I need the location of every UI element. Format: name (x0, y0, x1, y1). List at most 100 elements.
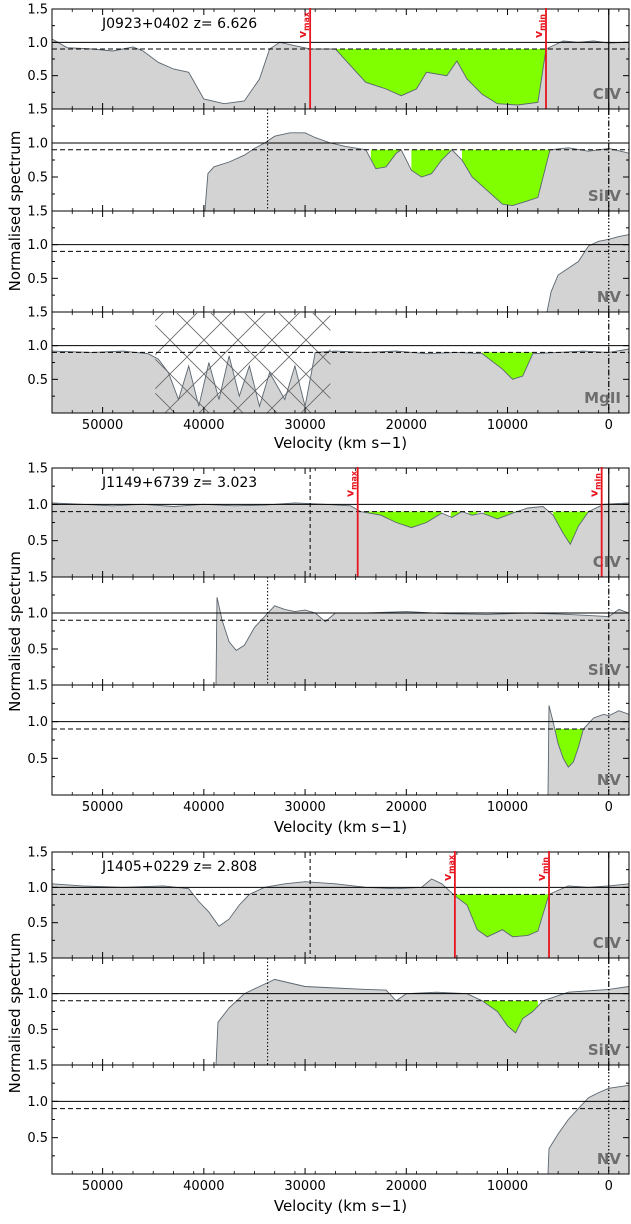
x-tick-label: 50000 (82, 800, 123, 815)
spectrum-fill (52, 878, 629, 958)
ion-label: CIV (593, 934, 622, 952)
bal-trough-1 (411, 149, 452, 177)
panel-frame (51, 684, 630, 796)
spectrum-line (51, 38, 630, 106)
y-tick-label: 0.5 (27, 1131, 48, 1146)
y-tick-label: 0.5 (27, 752, 48, 767)
x-tick-label: 20000 (386, 418, 427, 433)
vmin-label-main: v (588, 489, 601, 497)
y-tick-label: 1.5 (27, 462, 48, 477)
bal-trough-3 (484, 511, 518, 519)
y-tick-label: 1.0 (27, 498, 48, 513)
y-axis-label: Normalised spectrum (6, 551, 24, 712)
ion-label: NV (597, 288, 622, 306)
panel-siiv: 1.5 1.0 0.5 SiIV (27, 103, 630, 212)
y-tick-label: 1.5 (27, 952, 48, 967)
spectrum-fill (52, 349, 629, 413)
panel-siiv: 1.5 1.0 0.5 SiIV (27, 571, 630, 686)
x-axis-label: Velocity (km s−1) (274, 818, 407, 836)
y-tick-label: 0.5 (27, 534, 48, 549)
bal-trough-0 (454, 894, 549, 937)
y-tick-label: 0.5 (27, 171, 48, 186)
vmax-label-sub: max (350, 470, 359, 490)
y-tick-label: 1.5 (27, 3, 48, 18)
y-tick-label: 0.5 (27, 1023, 48, 1038)
vmax-label: vmax (344, 470, 359, 497)
bal-trough-0 (310, 49, 546, 105)
panel-frame (51, 210, 630, 313)
vmin-label-main: v (532, 30, 545, 38)
panel-siiv: 1.5 1.0 0.5 SiIV (27, 952, 630, 1066)
x-tick-label: 30000 (284, 418, 325, 433)
spectrum-line (204, 132, 630, 212)
ion-label: CIV (593, 553, 622, 571)
vmax-label-main: v (344, 489, 357, 497)
spectrum-line (546, 234, 630, 313)
x-tick-label: 30000 (284, 1179, 325, 1194)
x-tick-label: 30000 (284, 800, 325, 815)
x-tick-label: 50000 (82, 1179, 123, 1194)
panel-frame (51, 1064, 630, 1175)
y-tick-label: 1.5 (27, 103, 48, 118)
vmin-label-sub: min (541, 857, 550, 874)
y-tick-label: 1.0 (27, 36, 48, 51)
y-tick-label: 1.0 (27, 881, 48, 896)
bal-trough-2 (462, 149, 550, 206)
y-tick-label: 0.5 (27, 916, 48, 931)
vmin-label: vmin (532, 14, 547, 38)
y-axis-label: Normalised spectrum (6, 131, 24, 292)
spectrum-fill (216, 597, 629, 685)
ion-label: NV (597, 1150, 622, 1168)
y-tick-label: 1.5 (27, 571, 48, 586)
vmax-label-main: v (296, 30, 309, 38)
x-tick-label: 10000 (487, 800, 528, 815)
bal-trough-4 (553, 511, 589, 545)
x-tick-label: 0 (605, 1179, 613, 1194)
object-label: J0923+0402 z= 6.626 (101, 16, 257, 32)
x-tick-label: 0 (605, 800, 613, 815)
y-tick-label: 1.5 (27, 1059, 48, 1074)
y-tick-label: 0.5 (27, 69, 48, 84)
spectrum-line (547, 1084, 630, 1175)
spectrum-line (547, 705, 630, 796)
y-tick-label: 1.5 (27, 205, 48, 220)
x-axis-label: Velocity (km s−1) (274, 1197, 407, 1215)
y-tick-label: 1.0 (27, 987, 48, 1002)
ion-label: SiIV (588, 1041, 622, 1059)
vmax-label: vmax (441, 854, 456, 881)
x-tick-label: 20000 (386, 800, 427, 815)
y-tick-label: 1.0 (27, 1095, 48, 1110)
object-label: J1149+6739 z= 3.023 (101, 475, 257, 491)
y-tick-label: 1.5 (27, 679, 48, 694)
ion-label: SiIV (588, 661, 622, 679)
x-tick-label: 0 (605, 418, 613, 433)
ion-label: MgII (584, 389, 621, 407)
y-axis-label: Normalised spectrum (6, 933, 24, 1094)
bal-trough-0 (370, 149, 402, 169)
y-tick-label: 1.0 (27, 607, 48, 622)
x-tick-label: 20000 (386, 1179, 427, 1194)
panel-nv: 1.5 1.0 0.5 NV 50000 40000 30000 20000 10000 0 (27, 1059, 630, 1194)
y-tick-label: 0.5 (27, 272, 48, 287)
y-tick-label: 1.5 (27, 306, 48, 321)
spectrum-line (51, 878, 630, 938)
y-tick-label: 1.5 (27, 846, 48, 861)
ion-label: CIV (593, 85, 622, 103)
bal-trough-0 (482, 1000, 538, 1033)
y-tick-label: 0.5 (27, 373, 48, 388)
chart-group-2: 1.5 1.0 0.5 CIV J1405+0229 z= 2.808 vmax vmin 1… (6, 846, 630, 1215)
x-tick-label: 10000 (487, 1179, 528, 1194)
y-tick-label: 0.5 (27, 643, 48, 658)
vmax-label-sub: max (302, 11, 311, 31)
ion-label: SiIV (588, 187, 622, 205)
spectrum-line (51, 348, 630, 408)
masked-region-hatch (155, 313, 331, 413)
vmin-label: vmin (588, 473, 603, 497)
object-label: J1405+0229 z= 2.808 (101, 859, 257, 875)
vmin-label: vmin (535, 857, 550, 881)
vmin-label-main: v (535, 873, 548, 881)
